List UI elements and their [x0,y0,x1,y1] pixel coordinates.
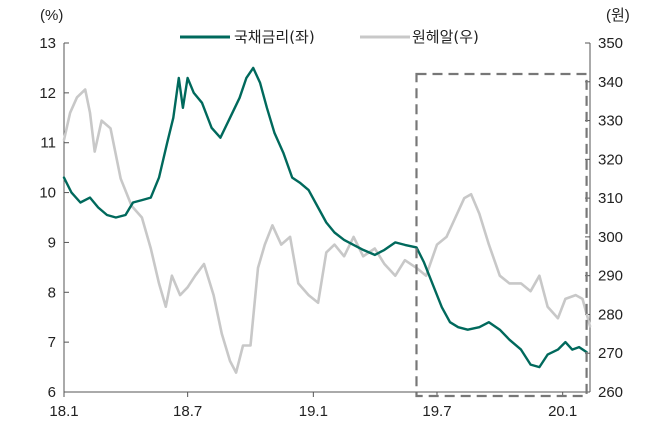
left-tick-label: 8 [48,284,56,301]
left-tick-label: 13 [39,35,56,52]
x-tick-label: 20.1 [548,403,577,420]
x-axis: 18.1 18.7 19.1 19.7 20.1 [49,391,590,420]
right-y-axis: 260 270 280 290 300 310 320 330 340 350 [585,35,623,401]
legend: 국채금리(좌) 원헤알(우) [180,28,479,46]
series-line-bond-yield [62,66,588,369]
series-line-krw-brl [62,88,592,374]
right-tick-label: 310 [598,190,623,207]
right-tick-label: 330 [598,113,623,130]
left-y-axis: 6 7 8 9 10 11 12 13 [39,35,69,401]
left-axis-unit: (%) [40,7,63,24]
right-tick-label: 350 [598,35,623,52]
left-tick-label: 11 [40,135,56,152]
legend-label: 원헤알(우) [412,28,479,46]
left-tick-label: 10 [39,185,56,202]
right-tick-label: 280 [598,306,623,323]
x-tick-label: 19.1 [299,403,328,420]
legend-label: 국채금리(좌) [234,28,315,46]
series-layer [62,66,592,374]
highlight-box-layer [415,72,588,398]
right-tick-label: 340 [598,74,623,91]
right-axis-unit: (원) [606,7,630,24]
x-tick-label: 18.1 [49,403,78,420]
right-tick-label: 260 [598,384,623,401]
right-tick-label: 270 [598,345,623,362]
right-tick-label: 320 [598,151,623,168]
left-tick-label: 9 [48,234,56,251]
highlight-box [415,72,588,398]
left-tick-label: 6 [48,384,56,401]
left-tick-label: 12 [39,85,56,102]
left-tick-label: 7 [48,334,56,351]
x-tick-label: 19.7 [422,403,451,420]
right-tick-label: 290 [598,268,623,285]
right-tick-label: 300 [598,229,623,246]
x-tick-label: 18.7 [173,403,202,420]
